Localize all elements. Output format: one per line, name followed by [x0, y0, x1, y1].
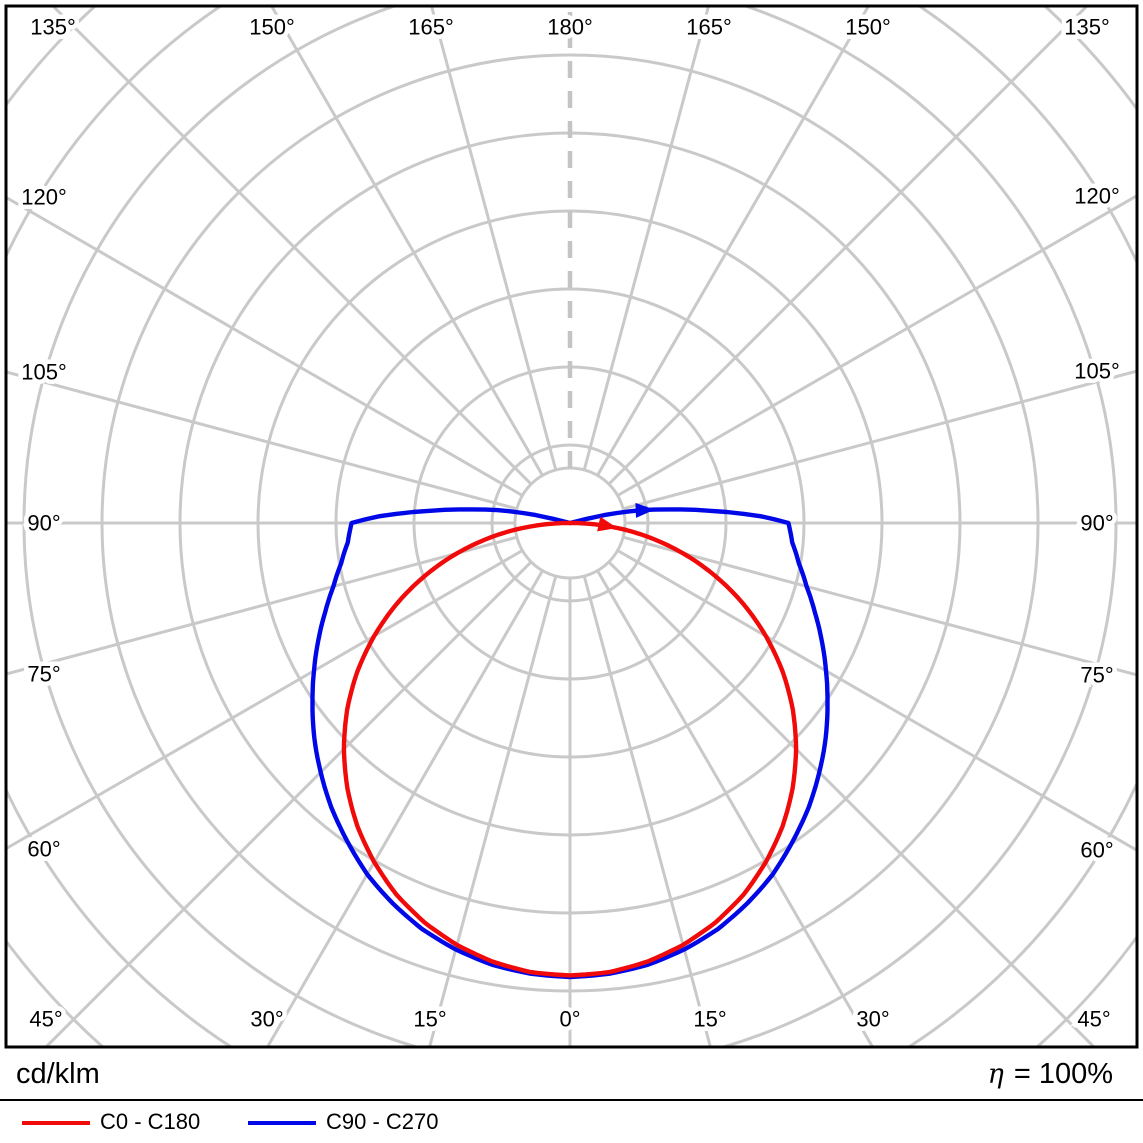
polar-chart: 0° 15° 15° 30° 30° 45° 45° 60° 60° 75° 75° 90° 90° 10…: [4, 4, 1139, 1049]
legend-label-c0-c180: C0 - C180: [100, 1109, 201, 1134]
angle-tick-label: 0°: [559, 1007, 580, 1032]
angle-tick-label: 45°: [1077, 1007, 1110, 1032]
angle-tick-label: 165°: [686, 15, 732, 40]
eta-symbol: η: [987, 1059, 1004, 1090]
plot-border: [4, 4, 1139, 1049]
angle-tick-label: 135°: [30, 15, 76, 40]
angle-tick-label: 120°: [1074, 184, 1120, 209]
angle-tick-label: 90°: [1080, 511, 1113, 536]
legend-label-c90-c270: C90 - C270: [326, 1109, 439, 1134]
angle-tick-label: 90°: [27, 511, 60, 536]
angle-tick-label: 30°: [856, 1007, 889, 1032]
angle-tick-label: 45°: [29, 1007, 62, 1032]
legend-line-c90-c270: [248, 1121, 316, 1125]
angle-tick-label: 105°: [1074, 359, 1120, 384]
angle-tick-label: 165°: [408, 15, 454, 40]
angle-tick-label: 60°: [27, 837, 60, 862]
unit-label: cd/klm: [16, 1058, 100, 1090]
angle-tick-label: 60°: [1080, 838, 1113, 863]
efficiency-label: η = 100%: [988, 1058, 1113, 1091]
polar-grid: [7, 7, 1136, 1046]
angle-tick-label: 30°: [250, 1007, 283, 1032]
angle-tick-label: 15°: [693, 1007, 726, 1032]
angle-tick-labels: 0° 15° 15° 30° 30° 45° 45° 60° 60° 75° 75° 90° 90° 10…: [17, 10, 1125, 1036]
angle-tick-label: 180°: [547, 15, 593, 40]
curve-C0-C180: [341, 520, 799, 978]
eta-value: = 100%: [1013, 1058, 1113, 1090]
angle-tick-label: 105°: [21, 360, 67, 385]
angle-tick-label: 120°: [21, 185, 67, 210]
angle-tick-label: 75°: [27, 662, 60, 687]
angle-tick-label: 150°: [845, 15, 891, 40]
legend-separator: [0, 1099, 1143, 1101]
angle-tick-label: 135°: [1064, 15, 1110, 40]
legend-line-c0-c180: [22, 1121, 90, 1125]
curve-arrowhead: [597, 516, 618, 532]
angle-tick-label: 75°: [1080, 663, 1113, 688]
curve-arrowhead: [635, 502, 655, 518]
angle-tick-label: 150°: [249, 15, 295, 40]
angle-tick-label: 15°: [413, 1007, 446, 1032]
